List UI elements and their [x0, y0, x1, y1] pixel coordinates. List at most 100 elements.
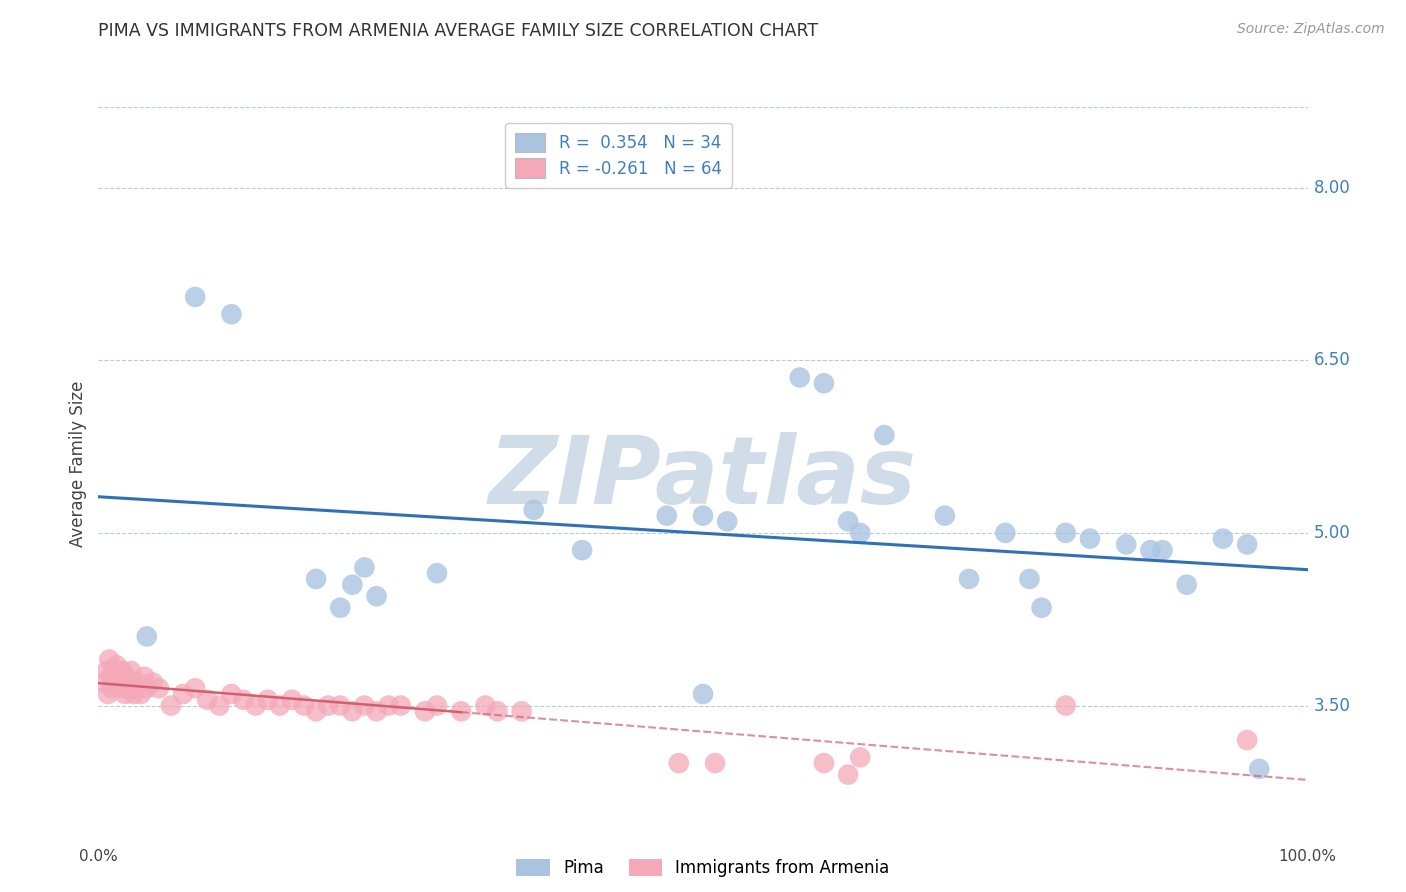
- Point: [353, 698, 375, 713]
- Point: [103, 664, 125, 678]
- Point: [523, 503, 546, 517]
- Text: 100.0%: 100.0%: [1278, 849, 1337, 864]
- Point: [93, 675, 115, 690]
- Point: [281, 693, 304, 707]
- Point: [813, 376, 835, 391]
- Point: [353, 560, 375, 574]
- Point: [108, 670, 131, 684]
- Point: [148, 681, 170, 696]
- Point: [426, 566, 449, 581]
- Point: [160, 698, 183, 713]
- Text: ZIPatlas: ZIPatlas: [489, 432, 917, 524]
- Point: [486, 704, 509, 718]
- Point: [105, 658, 128, 673]
- Point: [704, 756, 727, 770]
- Point: [184, 290, 207, 304]
- Point: [813, 756, 835, 770]
- Point: [1139, 543, 1161, 558]
- Point: [692, 687, 714, 701]
- Point: [1249, 762, 1271, 776]
- Point: [100, 670, 122, 684]
- Point: [934, 508, 956, 523]
- Point: [450, 704, 472, 718]
- Point: [837, 767, 859, 781]
- Point: [107, 664, 129, 678]
- Point: [221, 687, 243, 701]
- Point: [413, 704, 436, 718]
- Point: [172, 687, 194, 701]
- Text: 6.50: 6.50: [1313, 351, 1350, 369]
- Point: [97, 687, 120, 701]
- Point: [120, 664, 142, 678]
- Point: [329, 698, 352, 713]
- Text: Source: ZipAtlas.com: Source: ZipAtlas.com: [1237, 22, 1385, 37]
- Point: [195, 693, 218, 707]
- Point: [110, 681, 132, 696]
- Point: [121, 675, 143, 690]
- Point: [256, 693, 278, 707]
- Point: [316, 698, 339, 713]
- Point: [112, 675, 135, 690]
- Point: [101, 675, 124, 690]
- Point: [329, 600, 352, 615]
- Point: [122, 687, 145, 701]
- Point: [366, 589, 388, 603]
- Text: 5.00: 5.00: [1313, 524, 1350, 542]
- Point: [994, 525, 1017, 540]
- Point: [208, 698, 231, 713]
- Point: [1212, 532, 1234, 546]
- Point: [135, 681, 157, 696]
- Point: [377, 698, 399, 713]
- Point: [129, 687, 152, 701]
- Point: [96, 664, 118, 678]
- Point: [837, 515, 859, 529]
- Point: [142, 675, 165, 690]
- Point: [98, 652, 121, 666]
- Point: [305, 704, 328, 718]
- Point: [118, 675, 141, 690]
- Point: [510, 704, 533, 718]
- Text: PIMA VS IMMIGRANTS FROM ARMENIA AVERAGE FAMILY SIZE CORRELATION CHART: PIMA VS IMMIGRANTS FROM ARMENIA AVERAGE …: [98, 22, 818, 40]
- Point: [1236, 537, 1258, 551]
- Point: [111, 664, 134, 678]
- Point: [873, 428, 896, 442]
- Point: [1054, 525, 1077, 540]
- Legend: R =  0.354   N = 34, R = -0.261   N = 64: R = 0.354 N = 34, R = -0.261 N = 64: [505, 122, 731, 187]
- Point: [474, 698, 496, 713]
- Point: [114, 687, 136, 701]
- Point: [305, 572, 328, 586]
- Point: [221, 307, 243, 321]
- Point: [571, 543, 593, 558]
- Point: [1054, 698, 1077, 713]
- Point: [292, 698, 315, 713]
- Point: [342, 704, 364, 718]
- Point: [716, 515, 738, 529]
- Point: [1078, 532, 1101, 546]
- Point: [789, 370, 811, 384]
- Point: [1115, 537, 1137, 551]
- Point: [655, 508, 678, 523]
- Point: [127, 675, 149, 690]
- Point: [1175, 577, 1198, 591]
- Point: [668, 756, 690, 770]
- Point: [1031, 600, 1053, 615]
- Point: [124, 681, 146, 696]
- Point: [134, 670, 156, 684]
- Point: [849, 525, 872, 540]
- Text: 3.50: 3.50: [1313, 697, 1351, 714]
- Point: [426, 698, 449, 713]
- Point: [108, 675, 131, 690]
- Point: [1152, 543, 1174, 558]
- Point: [692, 508, 714, 523]
- Point: [245, 698, 267, 713]
- Point: [1018, 572, 1040, 586]
- Point: [366, 704, 388, 718]
- Point: [117, 681, 139, 696]
- Text: 8.00: 8.00: [1313, 178, 1350, 196]
- Point: [232, 693, 254, 707]
- Point: [118, 681, 141, 696]
- Point: [104, 675, 127, 690]
- Point: [1236, 733, 1258, 747]
- Text: 0.0%: 0.0%: [79, 849, 118, 864]
- Point: [184, 681, 207, 696]
